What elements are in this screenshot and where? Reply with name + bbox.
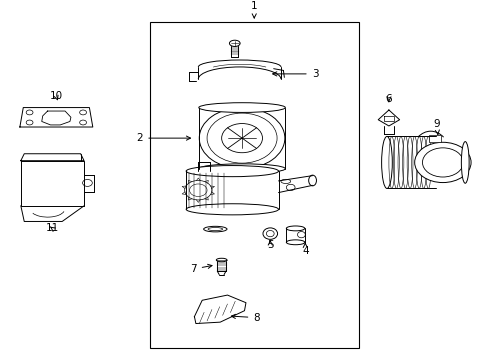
Ellipse shape xyxy=(381,136,391,189)
Ellipse shape xyxy=(263,228,277,239)
Circle shape xyxy=(286,184,294,190)
Ellipse shape xyxy=(308,175,316,186)
Circle shape xyxy=(189,184,206,197)
Ellipse shape xyxy=(199,164,285,174)
Ellipse shape xyxy=(216,258,226,262)
Ellipse shape xyxy=(281,179,290,184)
Text: 7: 7 xyxy=(190,264,212,274)
Text: 5: 5 xyxy=(266,240,273,250)
Circle shape xyxy=(221,123,262,153)
Ellipse shape xyxy=(266,230,274,237)
Circle shape xyxy=(184,180,211,200)
Text: 11: 11 xyxy=(46,224,59,233)
Text: 6: 6 xyxy=(385,94,391,104)
Ellipse shape xyxy=(286,240,304,245)
Ellipse shape xyxy=(297,231,305,238)
Circle shape xyxy=(82,179,92,186)
Ellipse shape xyxy=(229,40,240,46)
Ellipse shape xyxy=(186,166,278,177)
Circle shape xyxy=(199,108,285,169)
Text: 8: 8 xyxy=(231,312,260,323)
Circle shape xyxy=(80,120,86,125)
Text: 4: 4 xyxy=(302,243,308,256)
Text: 9: 9 xyxy=(432,119,439,135)
Text: 3: 3 xyxy=(272,69,318,79)
Bar xyxy=(428,135,440,142)
Bar xyxy=(149,22,358,348)
Text: 1: 1 xyxy=(250,1,257,18)
Text: 2: 2 xyxy=(136,133,190,143)
Ellipse shape xyxy=(186,204,278,215)
Text: 10: 10 xyxy=(50,91,63,102)
Ellipse shape xyxy=(286,226,304,231)
Ellipse shape xyxy=(460,141,468,183)
Circle shape xyxy=(414,142,470,183)
Circle shape xyxy=(80,110,86,115)
Ellipse shape xyxy=(203,226,226,232)
Circle shape xyxy=(26,110,33,115)
Ellipse shape xyxy=(199,103,285,112)
Circle shape xyxy=(422,148,462,177)
Ellipse shape xyxy=(207,228,222,231)
Circle shape xyxy=(26,120,33,125)
